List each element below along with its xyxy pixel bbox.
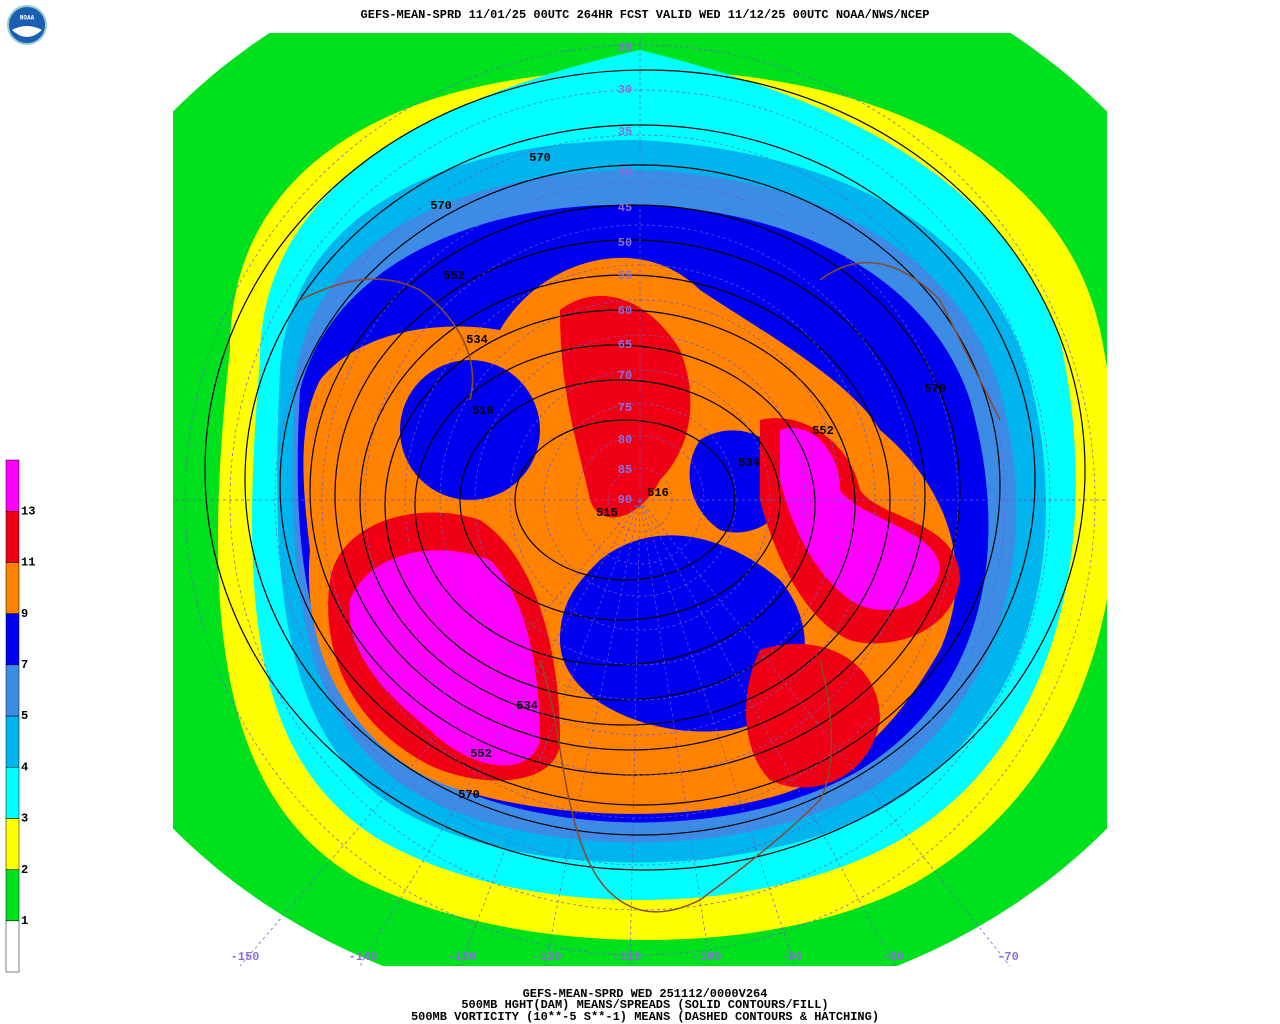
contour-label: 570 xyxy=(458,788,480,802)
latitude-label: 45 xyxy=(618,201,632,215)
fill-blue-core xyxy=(560,535,805,732)
colorbar-label: 5 xyxy=(21,709,28,723)
colorbar-swatch xyxy=(5,766,20,819)
footer-line: 500MB VORTICITY (10**-5 S**-1) MEANS (DA… xyxy=(411,1010,879,1024)
longitude-label: -70 xyxy=(997,950,1019,964)
logo xyxy=(7,5,47,45)
colorbar-label: 11 xyxy=(21,556,35,570)
longitude-label: -140 xyxy=(349,950,378,964)
fill-magenta xyxy=(349,550,540,766)
colorbar-label: 9 xyxy=(21,607,28,621)
colorbar-label: 2 xyxy=(21,863,28,877)
title: GEFS-MEAN-SPRD 11/01/25 00UTC 264HR FCST… xyxy=(361,8,930,22)
colorbar-swatch xyxy=(5,613,20,666)
colorbar-swatch xyxy=(5,562,20,614)
latitude-label: 70 xyxy=(618,369,632,383)
latitude-label: 65 xyxy=(618,338,632,352)
contour-label: 516 xyxy=(647,486,669,500)
logo-wave xyxy=(12,26,42,37)
contour-label: 516 xyxy=(472,404,494,418)
contour-label: 570 xyxy=(430,199,452,213)
longitude-label: -120 xyxy=(533,950,562,964)
latitude-label: 50 xyxy=(618,236,632,250)
latitude-label: 60 xyxy=(618,304,632,318)
contour-label: 534 xyxy=(466,333,488,347)
fill-red xyxy=(746,643,880,788)
colorbar-label: 1 xyxy=(21,914,28,928)
contour-label: 534 xyxy=(738,456,760,470)
colorbar-swatch xyxy=(5,920,20,973)
colorbar-label: 3 xyxy=(21,812,28,826)
longitude-label: -110 xyxy=(613,950,642,964)
contour-label: 534 xyxy=(516,699,538,713)
footer-line: 500MB HGHT(DAM) MEANS/SPREADS (SOLID CON… xyxy=(461,998,828,1012)
latitude-label: 30 xyxy=(618,83,632,97)
colorbar-swatch xyxy=(5,818,20,870)
latitude-label: 75 xyxy=(618,401,632,415)
colorbar-label: 4 xyxy=(21,760,28,774)
longitude-label: -150 xyxy=(231,950,260,964)
contour-label: 552 xyxy=(443,269,465,283)
contour-label: 570 xyxy=(529,151,551,165)
fill-blue-core xyxy=(400,360,540,500)
colorbar-swatch xyxy=(5,510,20,563)
logo-text: NOAA xyxy=(20,15,35,22)
latitude-label: 55 xyxy=(618,269,632,283)
latitude-label: 25 xyxy=(618,41,632,55)
coastlines xyxy=(299,261,1001,913)
contour-label: 552 xyxy=(470,747,492,761)
footer-line: GEFS-MEAN-SPRD WED 251112/0000V264 xyxy=(523,987,768,1001)
colorbar-label: 7 xyxy=(21,658,28,672)
colorbar-label: 13 xyxy=(21,504,35,518)
latitude-label: 35 xyxy=(618,125,632,139)
fill-red xyxy=(560,295,691,518)
map xyxy=(173,33,1107,966)
latitude-label: 80 xyxy=(618,433,632,447)
latitude-label: 90 xyxy=(618,493,632,507)
longitude-label: -130 xyxy=(448,950,477,964)
colorbar-swatch xyxy=(5,459,20,512)
latitude-label: 40 xyxy=(618,165,632,179)
fill-magenta xyxy=(780,428,940,610)
latitude-label: 85 xyxy=(618,463,632,477)
contour-label: 552 xyxy=(812,424,834,438)
contour-label: 570 xyxy=(924,382,946,396)
colorbar-swatch xyxy=(5,664,20,717)
longitude-label: -90 xyxy=(781,950,803,964)
colorbar-swatch xyxy=(5,715,20,768)
map-labels: 570 570 552 534 516 515 516 534 552 570 … xyxy=(430,151,946,802)
longitude-label: -100 xyxy=(693,950,722,964)
colorbar-swatch xyxy=(5,869,20,922)
contour-label: 515 xyxy=(596,506,618,520)
longitude-label: -80 xyxy=(882,950,904,964)
